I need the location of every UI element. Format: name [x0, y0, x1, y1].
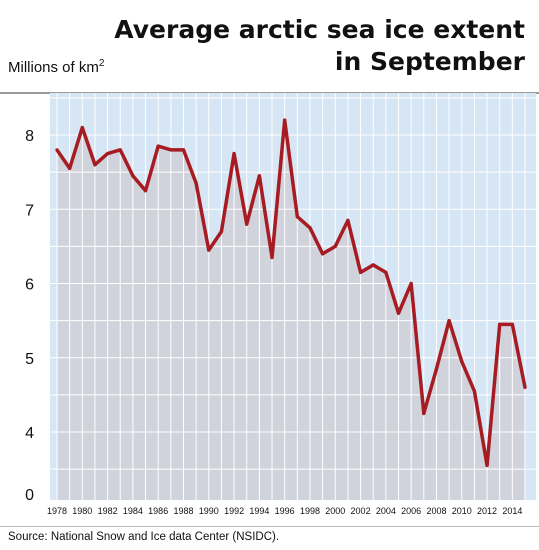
x-tick-label: 2014 — [502, 506, 522, 516]
x-tick-label: 1984 — [123, 506, 143, 516]
x-tick-label: 1992 — [224, 506, 244, 516]
x-tick-label: 2000 — [325, 506, 345, 516]
y-tick-label: 7 — [25, 202, 34, 219]
chart-title-line1: Average arctic sea ice extent — [114, 15, 525, 44]
y-tick-label: 6 — [25, 277, 34, 294]
source-note: Source: National Snow and Ice data Cente… — [8, 531, 280, 543]
y-tick-label: 4 — [25, 425, 34, 442]
x-tick-label: 1986 — [148, 506, 168, 516]
chart-title: Average arctic sea ice extent in Septemb… — [114, 14, 525, 78]
footer-divider — [0, 526, 539, 527]
x-tick-label: 1994 — [249, 506, 269, 516]
series-line — [55, 118, 527, 468]
x-tick-label: 2008 — [426, 506, 446, 516]
x-tick-label: 1990 — [199, 506, 219, 516]
x-tick-label: 1988 — [173, 506, 193, 516]
y-axis-unit-text: Millions of km — [8, 59, 99, 76]
area-fill — [57, 120, 525, 501]
y-tick-label: 5 — [25, 351, 34, 368]
x-tick-label: 1996 — [275, 506, 295, 516]
x-tick-label: 1982 — [98, 506, 118, 516]
x-tick-label: 2012 — [477, 506, 497, 516]
x-tick-labels: 1978 1980 1982 1984 1986 1988 1990 1992 1994 1996… — [47, 506, 522, 516]
horizontal-gridlines — [50, 97, 536, 470]
x-tick-label: 1980 — [72, 506, 92, 516]
y-axis-unit-label: Millions of km2 — [8, 58, 104, 76]
y-tick-label: 8 — [25, 128, 34, 145]
x-tick-label: 2010 — [452, 506, 472, 516]
y-tick-label: 0 — [25, 487, 34, 504]
x-tick-label: 2004 — [376, 506, 396, 516]
x-tick-label: 2002 — [351, 506, 371, 516]
x-tick-label: 1978 — [47, 506, 67, 516]
x-tick-label: 2006 — [401, 506, 421, 516]
chart-title-line2: in September — [334, 47, 525, 76]
y-tick-labels: 0 4 5 6 7 8 — [25, 128, 34, 504]
header-divider — [0, 92, 539, 94]
y-axis-unit-superscript: 2 — [98, 58, 105, 69]
x-tick-label: 1998 — [300, 506, 320, 516]
